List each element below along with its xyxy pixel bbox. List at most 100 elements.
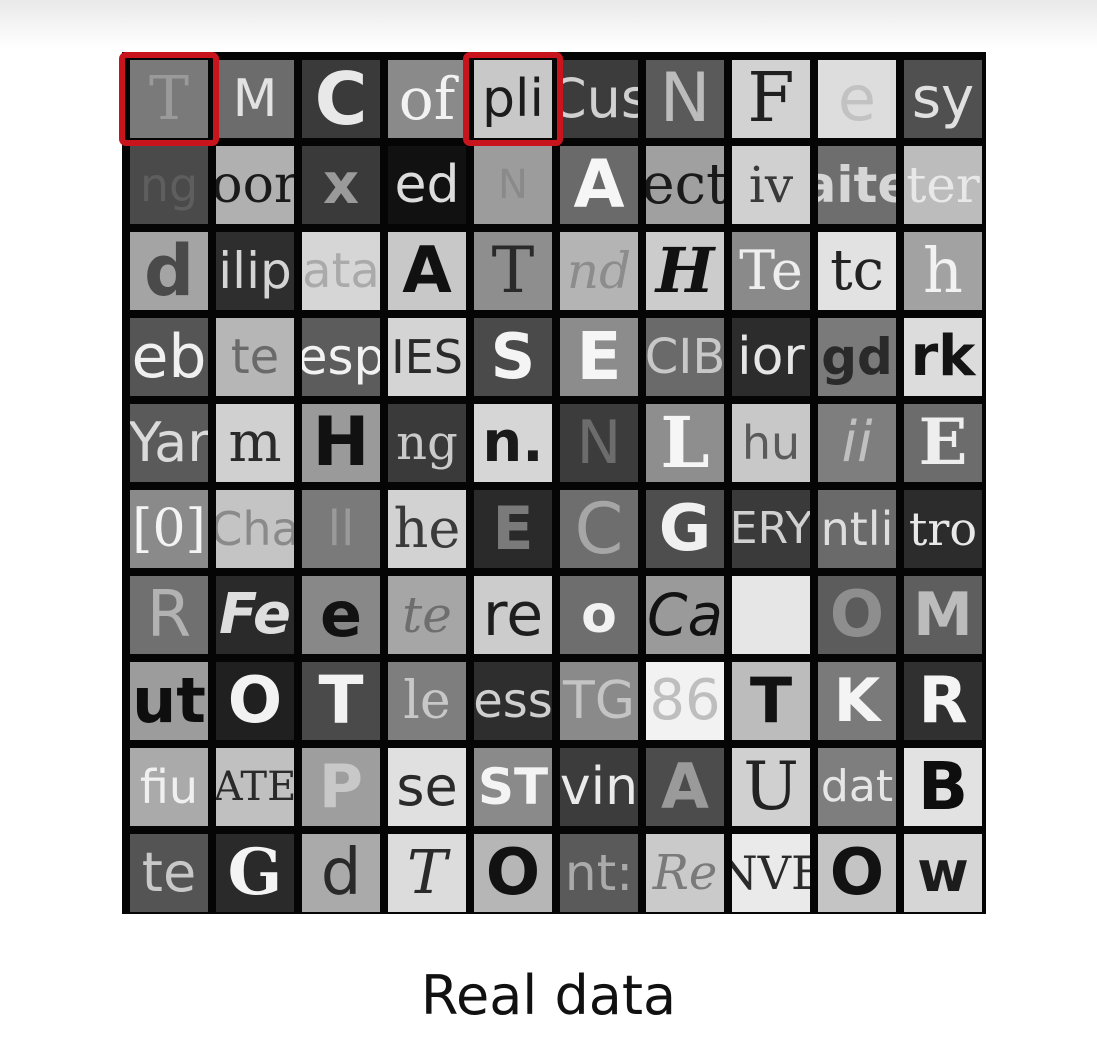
- tile-glyphs: e: [319, 578, 363, 651]
- tile-glyphs: hu: [741, 416, 801, 470]
- sample-tile: ntli: [818, 490, 896, 568]
- sample-tile: rk: [904, 318, 982, 396]
- sample-tile: M: [904, 576, 982, 654]
- tile-glyphs: ect: [646, 152, 724, 217]
- sample-tile: O: [818, 834, 896, 912]
- sample-tile: R: [904, 662, 982, 740]
- tile-glyphs: ilip: [218, 242, 292, 300]
- tile-glyphs: E: [492, 494, 534, 564]
- sample-tile: nt:: [560, 834, 638, 912]
- sample-tile: F: [732, 60, 810, 138]
- tile-glyphs: re: [482, 580, 544, 650]
- sample-tile: m: [216, 404, 294, 482]
- sample-tile: E: [474, 490, 552, 568]
- tile-glyphs: Cus: [560, 67, 638, 130]
- tile-glyphs: ll: [327, 501, 355, 557]
- tile-glyphs: ntli: [820, 502, 894, 556]
- tile-glyphs: U: [743, 748, 799, 825]
- tile-glyphs: C: [574, 490, 624, 568]
- sample-tile: NVE: [732, 834, 810, 912]
- sample-tile: T: [130, 60, 208, 138]
- tile-glyphs: h: [923, 234, 963, 307]
- tile-glyphs: n.: [482, 410, 544, 475]
- tile-glyphs: M: [913, 580, 973, 650]
- sample-tile: esp: [302, 318, 380, 396]
- sample-tile: x: [302, 146, 380, 224]
- tile-glyphs: ng: [396, 415, 458, 471]
- tile-glyphs: m: [228, 410, 282, 475]
- tile-glyphs: T: [491, 234, 535, 308]
- tile-glyphs: ior: [737, 327, 805, 387]
- tile-glyphs: gd: [821, 328, 893, 386]
- sample-tile: T: [732, 662, 810, 740]
- tile-glyphs: R: [146, 578, 192, 652]
- tile-glyphs: G: [658, 492, 712, 566]
- sample-tile: Cus: [560, 60, 638, 138]
- tile-glyphs: S: [490, 320, 536, 393]
- sample-tile: aite: [818, 146, 896, 224]
- sample-tile: Re: [646, 834, 724, 912]
- sample-tile: ess: [474, 662, 552, 740]
- tile-glyphs: ii: [841, 410, 873, 475]
- sample-tile: Te: [732, 232, 810, 310]
- sample-tile: A: [388, 232, 466, 310]
- tile-glyphs: of: [398, 65, 456, 133]
- sample-tile: sy: [904, 60, 982, 138]
- sample-tile: d: [130, 232, 208, 310]
- sample-tile: ect: [646, 146, 724, 224]
- tile-glyphs: H: [655, 234, 715, 307]
- tile-glyphs: ERY: [732, 503, 810, 554]
- sample-tile: K: [818, 662, 896, 740]
- tile-glyphs: A: [573, 146, 625, 223]
- top-shade: [0, 0, 1097, 48]
- sample-tile: P: [302, 748, 380, 826]
- sample-tile: le: [388, 662, 466, 740]
- sample-tile: L: [646, 404, 724, 482]
- tile-glyphs: G: [227, 835, 283, 910]
- tile-glyphs: L: [660, 404, 710, 482]
- sample-tile: R: [130, 576, 208, 654]
- tile-glyphs: esp: [302, 328, 380, 386]
- sample-tile: S: [474, 318, 552, 396]
- sample-tile: ter: [904, 146, 982, 224]
- tile-glyphs: N: [576, 408, 622, 478]
- sample-tile: ii: [818, 404, 896, 482]
- tile-glyphs: sy: [911, 66, 975, 131]
- sample-tile: E: [560, 318, 638, 396]
- tile-glyphs: O: [227, 664, 283, 738]
- sample-tile: A: [646, 748, 724, 826]
- sample-tile: h: [904, 232, 982, 310]
- tile-glyphs: te: [230, 329, 280, 385]
- tile-glyphs: IES: [391, 330, 463, 384]
- sample-tile: TG: [560, 662, 638, 740]
- sample-tile: hu: [732, 404, 810, 482]
- sample-tile: o: [560, 576, 638, 654]
- sample-tile: w: [904, 834, 982, 912]
- sample-tile: ATE: [216, 748, 294, 826]
- tile-glyphs: ter: [906, 156, 980, 214]
- sample-tile: fiu: [130, 748, 208, 826]
- tile-glyphs: B: [917, 748, 969, 825]
- tile-glyphs: CIB: [646, 329, 724, 385]
- tile-glyphs: d: [320, 836, 362, 910]
- sample-tile: U: [732, 748, 810, 826]
- sample-tile: A: [560, 146, 638, 224]
- tile-glyphs: w: [917, 840, 969, 905]
- tile-glyphs: eb: [131, 322, 207, 392]
- tile-glyphs: e: [837, 62, 877, 135]
- tile-glyphs: nd: [566, 242, 632, 300]
- sample-tile: 86: [646, 662, 724, 740]
- caption: Real data: [420, 964, 677, 1027]
- sample-tile: iv: [732, 146, 810, 224]
- sample-tile: se: [388, 748, 466, 826]
- tile-glyphs: aite: [818, 156, 896, 214]
- tile-glyphs: T: [318, 662, 364, 739]
- tile-glyphs: ess: [474, 673, 552, 729]
- sample-tile: oor: [216, 146, 294, 224]
- tile-glyphs: NVE: [732, 846, 810, 900]
- sample-tile: [0]: [130, 490, 208, 568]
- sample-tile: re: [474, 576, 552, 654]
- tile-glyphs: d: [143, 232, 195, 310]
- tile-glyphs: pli: [482, 69, 544, 129]
